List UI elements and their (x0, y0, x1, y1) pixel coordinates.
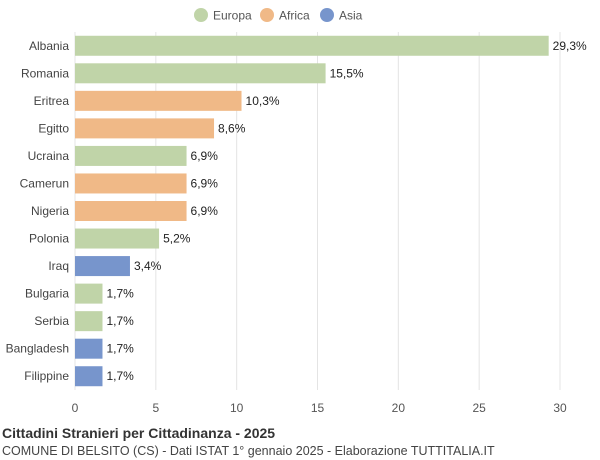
x-tick-label: 5 (152, 401, 159, 415)
bar-eritrea (75, 90, 242, 111)
legend-item-africa: Africa (260, 8, 310, 23)
bar-bangladesh (75, 338, 103, 359)
value-label-polonia: 5,2% (163, 232, 191, 246)
x-tick-label: 30 (553, 401, 567, 415)
category-label-camerun: Camerun (20, 176, 69, 190)
bar-bulgaria (75, 283, 103, 304)
x-tick-label: 20 (392, 401, 406, 415)
bar-albania (75, 35, 549, 56)
chart-subtitle: COMUNE DI BELSITO (CS) - Dati ISTAT 1° g… (2, 444, 495, 458)
bar-romania (75, 63, 326, 84)
value-label-egitto: 8,6% (218, 121, 246, 135)
value-label-ucraina: 6,9% (191, 149, 219, 163)
category-label-iraq: Iraq (48, 259, 69, 273)
legend-label: Africa (279, 9, 310, 23)
value-label-iraq: 3,4% (134, 259, 162, 273)
bar-polonia (75, 228, 160, 249)
bar-nigeria (75, 201, 187, 221)
legend-label: Europa (213, 9, 252, 23)
category-label-filippine: Filippine (24, 369, 69, 383)
category-labels: Albania Romania Eritrea Egitto Ucraina Cameru… (6, 39, 70, 383)
legend-label: Asia (339, 9, 363, 23)
value-label-serbia: 1,7% (106, 314, 134, 328)
bar-filippine (75, 366, 103, 387)
category-label-ucraina: Ucraina (28, 149, 70, 163)
category-label-albania: Albania (29, 39, 69, 53)
x-axis-ticks: 0 5 10 15 20 25 30 (72, 401, 567, 415)
legend-item-europa: Europa (194, 8, 252, 23)
value-label-eritrea: 10,3% (246, 94, 280, 108)
x-tick-label: 25 (472, 401, 486, 415)
bar-serbia (75, 311, 103, 332)
value-label-albania: 29,3% (553, 39, 587, 53)
legend-swatch (194, 8, 208, 22)
value-label-bulgaria: 1,7% (106, 287, 134, 301)
legend-swatch (320, 8, 334, 22)
category-label-eritrea: Eritrea (34, 94, 70, 108)
category-label-romania: Romania (21, 66, 69, 80)
x-tick-label: 15 (311, 401, 325, 415)
bar-ucraina (75, 145, 187, 166)
bar-iraq (75, 256, 130, 277)
legend: Europa Africa Asia (194, 8, 363, 23)
x-tick-label: 0 (72, 401, 79, 415)
bar-chart: Europa Africa Asia 29,3% 15,5% 10,3%8,6% 6,9%… (6, 8, 587, 415)
legend-swatch (260, 8, 274, 22)
category-label-bulgaria: Bulgaria (25, 287, 69, 301)
value-label-bangladesh: 1,7% (106, 342, 134, 356)
x-tick-label: 10 (230, 401, 244, 415)
category-label-egitto: Egitto (38, 121, 69, 135)
value-label-nigeria: 6,9% (191, 204, 219, 218)
category-label-polonia: Polonia (29, 232, 69, 246)
bar-egitto (75, 118, 215, 139)
category-label-serbia: Serbia (34, 314, 69, 328)
chart-title: Cittadini Stranieri per Cittadinanza - 2… (2, 425, 276, 441)
value-label-camerun: 6,9% (191, 176, 219, 190)
bar-camerun (75, 173, 187, 194)
legend-item-asia: Asia (320, 8, 363, 23)
category-label-bangladesh: Bangladesh (6, 342, 69, 356)
bars: 29,3%15,5%10,3%8,6%6,9%6,9%6,9%5,2%3,4%1… (75, 35, 587, 387)
value-label-filippine: 1,7% (106, 369, 134, 383)
value-label-romania: 15,5% (330, 66, 364, 80)
category-label-nigeria: Nigeria (31, 204, 69, 218)
